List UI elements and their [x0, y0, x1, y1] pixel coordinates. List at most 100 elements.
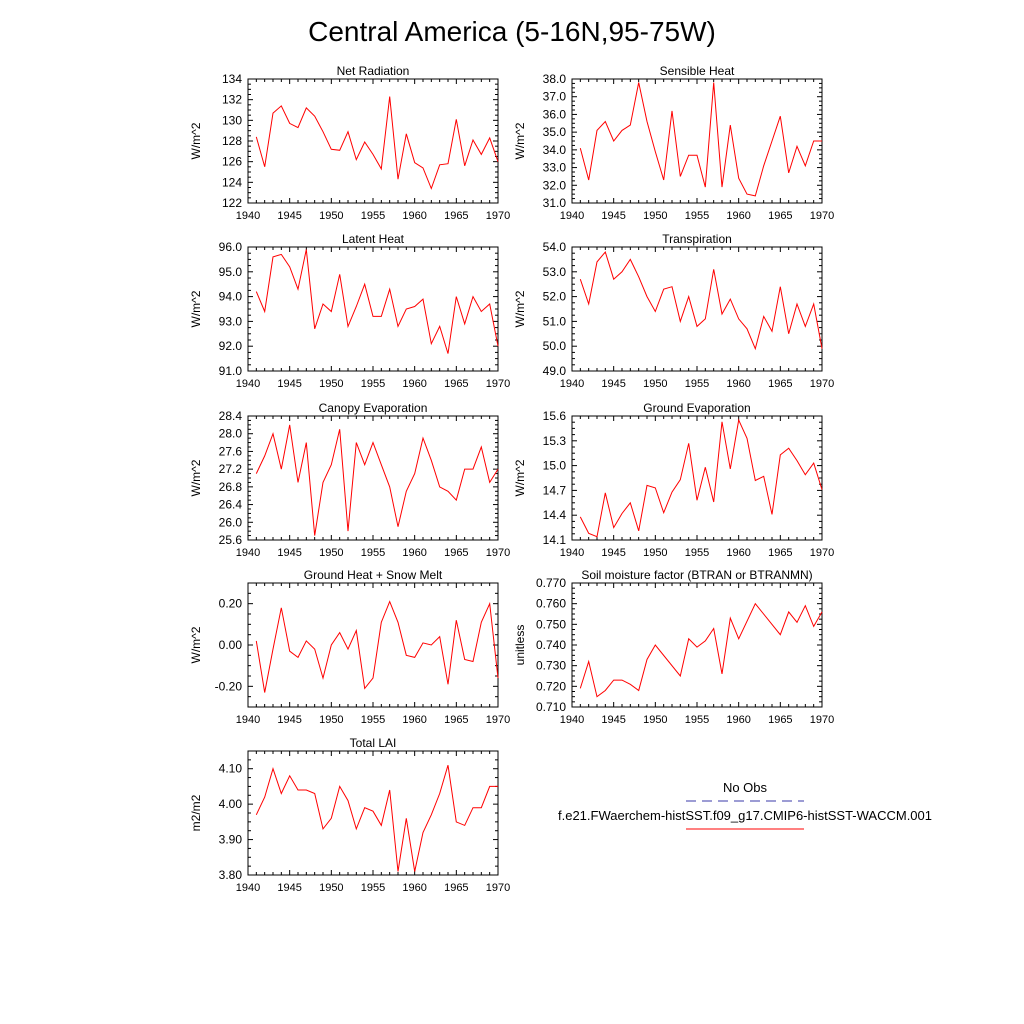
y-tick-label: 96.0 — [219, 240, 243, 254]
y-tick-label: 124 — [222, 175, 242, 189]
y-tick-label: 37.0 — [543, 90, 567, 104]
series-line — [255, 249, 499, 354]
x-tick-label: 1965 — [444, 378, 468, 390]
series-line — [579, 418, 823, 538]
y-axis-label: W/m^2 — [189, 290, 203, 327]
chart-title: Ground Evaporation — [643, 401, 750, 415]
x-tick-label: 1970 — [486, 714, 510, 726]
x-tick-label: 1940 — [236, 378, 260, 390]
y-tick-label: 0.740 — [536, 638, 566, 652]
y-tick-label: 93.0 — [219, 314, 243, 328]
x-tick-label: 1945 — [277, 882, 301, 894]
y-axis-label: W/m^2 — [513, 290, 527, 327]
y-tick-label: 53.0 — [543, 265, 567, 279]
x-tick-label: 1950 — [319, 882, 343, 894]
plot-frame — [247, 582, 499, 708]
y-tick-label: 4.00 — [219, 797, 243, 811]
plot-frame — [571, 582, 823, 708]
x-tick-label: 1940 — [560, 378, 584, 390]
x-tick-label: 1950 — [319, 378, 343, 390]
y-tick-label: 122 — [222, 196, 242, 210]
chart-panel: Canopy Evaporation 1940 1945 1950 1955 1960 19… — [189, 401, 510, 559]
x-tick-label: 1955 — [361, 378, 385, 390]
chart-title: Latent Heat — [342, 232, 405, 246]
y-tick-label: 0.750 — [536, 617, 566, 631]
y-tick-label: 49.0 — [543, 364, 567, 378]
series-line — [255, 765, 498, 872]
x-tick-label: 1960 — [726, 210, 750, 222]
x-tick-label: 1955 — [685, 714, 709, 726]
x-tick-label: 1940 — [236, 547, 260, 559]
x-tick-label: 1945 — [601, 547, 625, 559]
x-tick-label: 1955 — [361, 547, 385, 559]
page-title: Central America (5-16N,95-75W) — [308, 16, 716, 47]
x-tick-label: 1945 — [277, 210, 301, 222]
chart-panel: Total LAI 1940 1945 1950 1955 1960 1965 1970 3.8… — [189, 736, 510, 894]
x-tick-label: 1960 — [402, 547, 426, 559]
series-line — [579, 250, 823, 351]
x-tick-label: 1965 — [444, 882, 468, 894]
series-line — [255, 424, 499, 536]
x-tick-label: 1940 — [236, 882, 260, 894]
x-tick-label: 1945 — [601, 210, 625, 222]
y-tick-label: 52.0 — [543, 290, 567, 304]
y-tick-label: 0.770 — [536, 576, 566, 590]
x-tick-label: 1965 — [768, 547, 792, 559]
chart-title: Soil moisture factor (BTRAN or BTRANMN) — [581, 568, 812, 582]
legend: No Obs f.e21.FWaerchem-histSST.f09_g17.C… — [558, 780, 932, 830]
y-tick-label: 38.0 — [543, 72, 567, 86]
x-tick-label: 1960 — [726, 378, 750, 390]
x-tick-label: 1955 — [361, 714, 385, 726]
x-tick-label: 1950 — [319, 210, 343, 222]
x-tick-label: 1955 — [361, 210, 385, 222]
x-tick-label: 1965 — [768, 210, 792, 222]
x-tick-label: 1960 — [726, 547, 750, 559]
series-line — [579, 602, 823, 698]
x-tick-label: 1970 — [810, 547, 834, 559]
y-tick-label: 25.6 — [219, 533, 243, 547]
y-axis-label: W/m^2 — [189, 459, 203, 496]
chart-panel: Ground Heat + Snow Melt 1940 1945 1950 1955 1… — [189, 568, 510, 726]
x-tick-label: 1965 — [768, 714, 792, 726]
x-tick-label: 1940 — [236, 210, 260, 222]
y-tick-label: 35.0 — [543, 125, 567, 139]
y-tick-label: 14.7 — [543, 483, 567, 497]
y-tick-label: 27.6 — [219, 444, 243, 458]
legend-obs-label: No Obs — [723, 780, 768, 795]
series-line — [579, 82, 822, 197]
y-tick-label: 28.4 — [219, 409, 243, 423]
panels-group: Net Radiation 1940 1945 1950 1955 1960 1965 197… — [189, 64, 834, 894]
y-tick-label: 27.2 — [219, 462, 243, 476]
y-tick-label: 14.4 — [543, 508, 567, 522]
x-tick-label: 1940 — [560, 547, 584, 559]
chart-title: Transpiration — [662, 232, 732, 246]
y-tick-label: 34.0 — [543, 143, 567, 157]
x-tick-label: 1950 — [643, 210, 667, 222]
series-line — [255, 600, 499, 693]
y-axis-label: m2/m2 — [189, 794, 203, 831]
y-tick-label: 14.1 — [543, 533, 567, 547]
y-tick-label: 26.4 — [219, 498, 243, 512]
chart-panel: Latent Heat 1940 1945 1950 1955 1960 1965 1970 9… — [189, 232, 510, 390]
x-tick-label: 1970 — [486, 547, 510, 559]
y-tick-label: 3.90 — [219, 833, 243, 847]
x-tick-label: 1950 — [319, 714, 343, 726]
x-tick-label: 1970 — [486, 210, 510, 222]
x-tick-label: 1955 — [685, 210, 709, 222]
x-tick-label: 1950 — [319, 547, 343, 559]
y-axis-label: W/m^2 — [513, 459, 527, 496]
x-tick-label: 1945 — [601, 714, 625, 726]
chart-title: Ground Heat + Snow Melt — [304, 568, 443, 582]
x-tick-label: 1950 — [643, 547, 667, 559]
x-tick-label: 1960 — [726, 714, 750, 726]
y-tick-label: 92.0 — [219, 339, 243, 353]
y-tick-label: 26.8 — [219, 480, 243, 494]
chart-title: Net Radiation — [337, 64, 410, 78]
chart-panel: Sensible Heat 1940 1945 1950 1955 1960 1965 197… — [513, 64, 834, 222]
x-tick-label: 1960 — [402, 210, 426, 222]
chart-title: Total LAI — [350, 736, 397, 750]
x-tick-label: 1950 — [643, 378, 667, 390]
y-tick-label: 134 — [222, 72, 242, 86]
x-tick-label: 1965 — [768, 378, 792, 390]
plot-frame — [247, 415, 499, 541]
